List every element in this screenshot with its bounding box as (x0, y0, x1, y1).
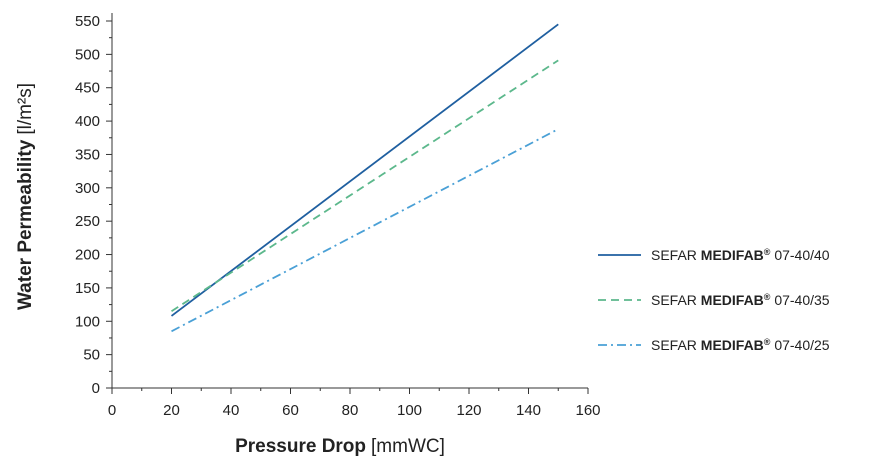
y-tick-label: 250 (75, 213, 100, 230)
x-tick-label: 60 (282, 402, 299, 419)
legend: SEFAR MEDIFAB® 07-40/40 SEFAR MEDIFAB® 07… (598, 247, 830, 353)
x-tick-label: 140 (516, 402, 541, 419)
legend-label-1: SEFAR MEDIFAB® 07-40/40 (651, 247, 830, 263)
x-axis-title-main: Pressure Drop (235, 436, 366, 457)
x-axis-title-unit: [mmWC] (371, 436, 445, 457)
x-tick-label: 160 (575, 402, 600, 419)
legend-label-2: SEFAR MEDIFAB® 07-40/35 (651, 292, 830, 308)
y-tick-label: 300 (75, 180, 100, 197)
x-tick-label: 0 (108, 402, 116, 419)
x-axis-title: Pressure Drop [mmWC] (235, 436, 445, 457)
y-tick-label: 450 (75, 80, 100, 97)
y-tick-label: 100 (75, 313, 100, 330)
y-axis-ticks: 0 50 100 150 200 250 300 350 400 450 500 550 (75, 13, 112, 397)
x-tick-label: 100 (397, 402, 422, 419)
y-axis-title-unit: [l/m²s] (15, 83, 36, 135)
y-tick-label: 200 (75, 247, 100, 264)
series-line-3 (171, 128, 559, 333)
series-line-2 (171, 59, 559, 313)
y-tick-label: 150 (75, 280, 100, 297)
legend-label-3: SEFAR MEDIFAB® 07-40/25 (651, 337, 830, 353)
x-axis-ticks: 0 20 40 60 80 100 120 140 160 (108, 388, 601, 419)
x-tick-label: 40 (223, 402, 240, 419)
y-tick-label: 350 (75, 146, 100, 163)
y-tick-label: 400 (75, 113, 100, 130)
x-tick-label: 80 (342, 402, 359, 419)
y-axis-title: Water Permeability [l/m²s] (15, 83, 36, 310)
series-lines (170, 23, 559, 333)
y-tick-label: 50 (83, 347, 100, 364)
y-tick-label: 0 (92, 380, 100, 397)
x-tick-label: 20 (163, 402, 180, 419)
x-tick-label: 120 (456, 402, 481, 419)
series-line-1 (170, 23, 559, 317)
y-axis-title-main: Water Permeability (15, 139, 36, 310)
y-tick-label: 550 (75, 13, 100, 30)
y-tick-label: 500 (75, 46, 100, 63)
